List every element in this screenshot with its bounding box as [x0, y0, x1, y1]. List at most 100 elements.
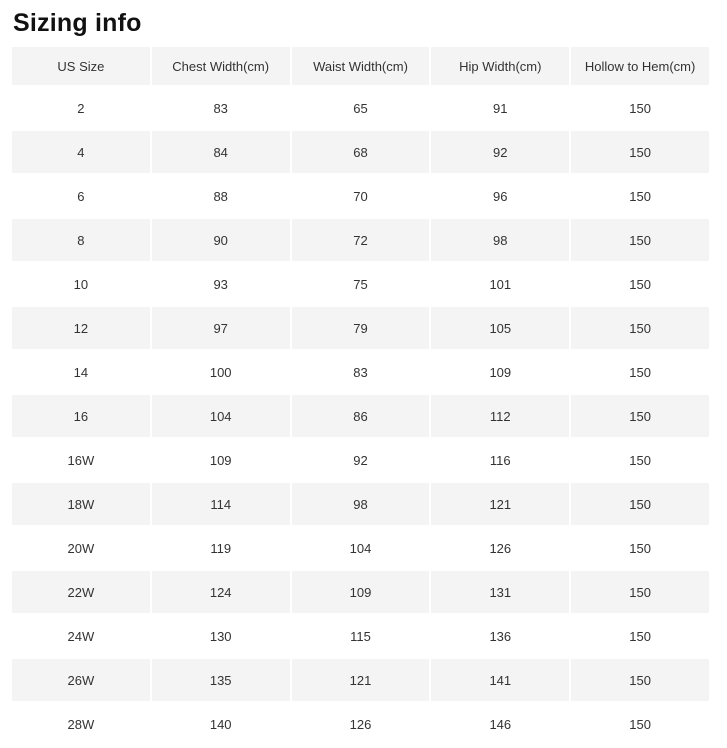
table-cell: 101 — [431, 263, 570, 305]
table-cell: 150 — [571, 351, 709, 393]
table-cell: 75 — [291, 263, 430, 305]
table-cell: 109 — [431, 351, 570, 393]
table-cell: 105 — [431, 307, 570, 349]
table-cell: 115 — [291, 615, 430, 657]
table-cell: 150 — [571, 395, 709, 437]
table-cell: 150 — [571, 571, 709, 613]
table-cell: 8 — [12, 219, 150, 261]
table-cell: 68 — [291, 131, 430, 173]
table-cell: 10 — [12, 263, 150, 305]
table-cell: 96 — [431, 175, 570, 217]
page-title: Sizing info — [13, 9, 142, 37]
table-cell: 83 — [151, 87, 290, 129]
table-row: 8 90 72 98 150 — [12, 219, 709, 261]
sizing-table: US Size Chest Width(cm) Waist Width(cm) … — [10, 45, 711, 747]
table-cell: 6 — [12, 175, 150, 217]
table-cell: 150 — [571, 615, 709, 657]
table-cell: 150 — [571, 131, 709, 173]
table-cell: 112 — [431, 395, 570, 437]
table-cell: 150 — [571, 483, 709, 525]
table-cell: 98 — [291, 483, 430, 525]
table-cell: 150 — [571, 87, 709, 129]
table-cell: 140 — [151, 703, 290, 745]
table-cell: 104 — [151, 395, 290, 437]
table-cell: 126 — [431, 527, 570, 569]
table-row: 2 83 65 91 150 — [12, 87, 709, 129]
table-cell: 121 — [431, 483, 570, 525]
table-cell: 91 — [431, 87, 570, 129]
table-cell: 92 — [291, 439, 430, 481]
table-cell: 14 — [12, 351, 150, 393]
table-cell: 130 — [151, 615, 290, 657]
table-cell: 16W — [12, 439, 150, 481]
table-row: 26W 135 121 141 150 — [12, 659, 709, 701]
table-cell: 109 — [291, 571, 430, 613]
table-cell: 121 — [291, 659, 430, 701]
table-cell: 124 — [151, 571, 290, 613]
table-cell: 146 — [431, 703, 570, 745]
table-cell: 93 — [151, 263, 290, 305]
column-header-hollow-to-hem: Hollow to Hem(cm) — [571, 47, 709, 85]
table-cell: 141 — [431, 659, 570, 701]
table-cell: 150 — [571, 703, 709, 745]
table-row: 14 100 83 109 150 — [12, 351, 709, 393]
column-header-us-size: US Size — [12, 47, 150, 85]
table-cell: 97 — [151, 307, 290, 349]
table-cell: 119 — [151, 527, 290, 569]
table-row: 12 97 79 105 150 — [12, 307, 709, 349]
table-row: 10 93 75 101 150 — [12, 263, 709, 305]
table-row: 16 104 86 112 150 — [12, 395, 709, 437]
table-cell: 79 — [291, 307, 430, 349]
table-row: 18W 114 98 121 150 — [12, 483, 709, 525]
table-cell: 126 — [291, 703, 430, 745]
table-cell: 98 — [431, 219, 570, 261]
table-cell: 83 — [291, 351, 430, 393]
table-cell: 18W — [12, 483, 150, 525]
header-row: US Size Chest Width(cm) Waist Width(cm) … — [12, 47, 709, 85]
table-cell: 72 — [291, 219, 430, 261]
table-cell: 22W — [12, 571, 150, 613]
table-cell: 136 — [431, 615, 570, 657]
column-header-waist-width: Waist Width(cm) — [291, 47, 430, 85]
table-cell: 26W — [12, 659, 150, 701]
table-row: 28W 140 126 146 150 — [12, 703, 709, 745]
table-cell: 24W — [12, 615, 150, 657]
table-row: 16W 109 92 116 150 — [12, 439, 709, 481]
table-cell: 114 — [151, 483, 290, 525]
table-cell: 70 — [291, 175, 430, 217]
table-cell: 88 — [151, 175, 290, 217]
table-cell: 131 — [431, 571, 570, 613]
column-header-hip-width: Hip Width(cm) — [431, 47, 570, 85]
table-row: 6 88 70 96 150 — [12, 175, 709, 217]
table-row: 24W 130 115 136 150 — [12, 615, 709, 657]
table-cell: 20W — [12, 527, 150, 569]
table-cell: 65 — [291, 87, 430, 129]
table-cell: 150 — [571, 219, 709, 261]
table-cell: 150 — [571, 659, 709, 701]
table-cell: 12 — [12, 307, 150, 349]
table-cell: 116 — [431, 439, 570, 481]
table-cell: 109 — [151, 439, 290, 481]
sizing-table-body: 2 83 65 91 150 4 84 68 92 150 6 88 70 96 150 8 90 72 98 150… — [12, 87, 709, 745]
table-cell: 100 — [151, 351, 290, 393]
table-cell: 16 — [12, 395, 150, 437]
table-cell: 104 — [291, 527, 430, 569]
table-cell: 150 — [571, 307, 709, 349]
table-cell: 28W — [12, 703, 150, 745]
table-cell: 4 — [12, 131, 150, 173]
column-header-chest-width: Chest Width(cm) — [151, 47, 290, 85]
table-cell: 150 — [571, 527, 709, 569]
table-cell: 150 — [571, 175, 709, 217]
table-cell: 150 — [571, 439, 709, 481]
table-cell: 86 — [291, 395, 430, 437]
table-cell: 150 — [571, 263, 709, 305]
table-cell: 2 — [12, 87, 150, 129]
table-cell: 92 — [431, 131, 570, 173]
table-row: 22W 124 109 131 150 — [12, 571, 709, 613]
table-row: 4 84 68 92 150 — [12, 131, 709, 173]
sizing-table-header: US Size Chest Width(cm) Waist Width(cm) … — [12, 47, 709, 85]
table-cell: 90 — [151, 219, 290, 261]
table-row: 20W 119 104 126 150 — [12, 527, 709, 569]
table-cell: 135 — [151, 659, 290, 701]
table-cell: 84 — [151, 131, 290, 173]
